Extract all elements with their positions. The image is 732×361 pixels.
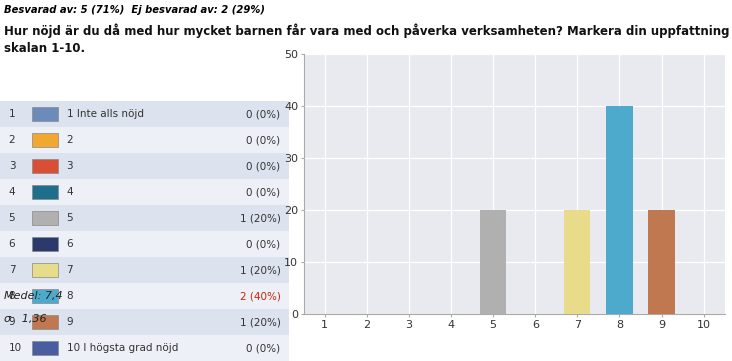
Bar bbox=[564, 210, 591, 314]
FancyBboxPatch shape bbox=[31, 263, 58, 277]
Text: 9: 9 bbox=[9, 317, 15, 327]
Text: σ:  1,36: σ: 1,36 bbox=[4, 314, 46, 324]
Text: 6: 6 bbox=[67, 239, 73, 249]
Text: 1 Inte alls nöjd: 1 Inte alls nöjd bbox=[67, 109, 143, 119]
Text: 5: 5 bbox=[9, 213, 15, 223]
Text: 8: 8 bbox=[9, 291, 15, 301]
Text: 5: 5 bbox=[67, 213, 73, 223]
Text: 3: 3 bbox=[67, 161, 73, 171]
Text: 10: 10 bbox=[9, 343, 22, 353]
FancyBboxPatch shape bbox=[31, 133, 58, 147]
Text: 2: 2 bbox=[9, 135, 15, 145]
FancyBboxPatch shape bbox=[0, 205, 289, 231]
Text: 0 (0%): 0 (0%) bbox=[247, 109, 280, 119]
Text: 0 (0%): 0 (0%) bbox=[247, 239, 280, 249]
Text: 0 (0%): 0 (0%) bbox=[247, 187, 280, 197]
Text: 2 (40%): 2 (40%) bbox=[239, 291, 280, 301]
Text: 1 (20%): 1 (20%) bbox=[239, 213, 280, 223]
Text: 4: 4 bbox=[9, 187, 15, 197]
Bar bbox=[649, 210, 675, 314]
FancyBboxPatch shape bbox=[0, 257, 289, 283]
FancyBboxPatch shape bbox=[31, 341, 58, 355]
Text: 1: 1 bbox=[9, 109, 15, 119]
Text: Medel: 7,4: Medel: 7,4 bbox=[4, 291, 62, 301]
FancyBboxPatch shape bbox=[31, 237, 58, 251]
Text: 3: 3 bbox=[9, 161, 15, 171]
Text: 0 (0%): 0 (0%) bbox=[247, 343, 280, 353]
Text: 10 I högsta grad nöjd: 10 I högsta grad nöjd bbox=[67, 343, 178, 353]
FancyBboxPatch shape bbox=[0, 335, 289, 361]
FancyBboxPatch shape bbox=[31, 185, 58, 199]
FancyBboxPatch shape bbox=[0, 179, 289, 205]
FancyBboxPatch shape bbox=[31, 289, 58, 303]
Text: 4: 4 bbox=[67, 187, 73, 197]
Text: 7: 7 bbox=[67, 265, 73, 275]
FancyBboxPatch shape bbox=[0, 153, 289, 179]
Text: 9: 9 bbox=[67, 317, 73, 327]
Text: 1 (20%): 1 (20%) bbox=[239, 317, 280, 327]
FancyBboxPatch shape bbox=[31, 315, 58, 329]
Text: 0 (0%): 0 (0%) bbox=[247, 135, 280, 145]
Bar bbox=[606, 106, 632, 314]
FancyBboxPatch shape bbox=[31, 159, 58, 173]
FancyBboxPatch shape bbox=[31, 211, 58, 225]
Text: 2: 2 bbox=[67, 135, 73, 145]
FancyBboxPatch shape bbox=[0, 231, 289, 257]
Text: 8: 8 bbox=[67, 291, 73, 301]
Text: skalan 1-10.: skalan 1-10. bbox=[4, 42, 85, 55]
FancyBboxPatch shape bbox=[0, 127, 289, 153]
Text: Besvarad av: 5 (71%)  Ej besvarad av: 2 (29%): Besvarad av: 5 (71%) Ej besvarad av: 2 (… bbox=[4, 5, 265, 16]
Text: 0 (0%): 0 (0%) bbox=[247, 161, 280, 171]
FancyBboxPatch shape bbox=[0, 283, 289, 309]
Text: 1 (20%): 1 (20%) bbox=[239, 265, 280, 275]
Text: 7: 7 bbox=[9, 265, 15, 275]
Bar bbox=[480, 210, 507, 314]
Text: Hur nöjd är du då med hur mycket barnen får vara med och påverka verksamheten? M: Hur nöjd är du då med hur mycket barnen … bbox=[4, 23, 732, 38]
FancyBboxPatch shape bbox=[0, 101, 289, 127]
Text: 6: 6 bbox=[9, 239, 15, 249]
FancyBboxPatch shape bbox=[0, 309, 289, 335]
FancyBboxPatch shape bbox=[31, 107, 58, 121]
